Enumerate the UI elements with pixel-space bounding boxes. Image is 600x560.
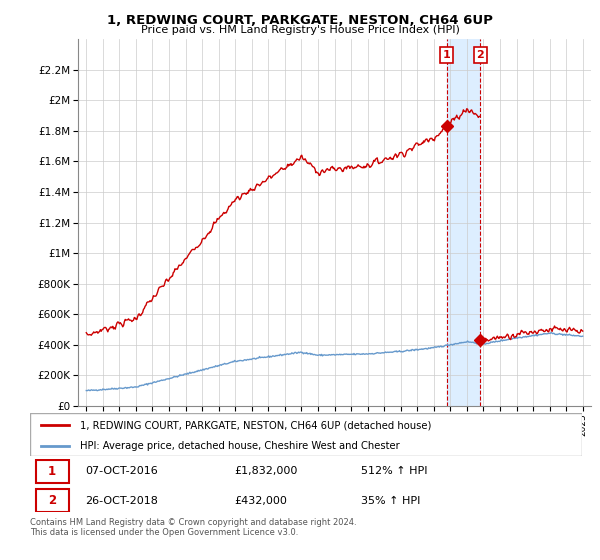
Text: 2: 2 [48, 494, 56, 507]
Text: Price paid vs. HM Land Registry's House Price Index (HPI): Price paid vs. HM Land Registry's House … [140, 25, 460, 35]
Bar [35, 460, 68, 483]
Text: Contains HM Land Registry data © Crown copyright and database right 2024.
This d: Contains HM Land Registry data © Crown c… [30, 518, 356, 538]
Bar [446, 39, 481, 406]
Text: £432,000: £432,000 [234, 496, 287, 506]
Text: 512% ↑ HPI: 512% ↑ HPI [361, 466, 428, 477]
Text: 1, REDWING COURT, PARKGATE, NESTON, CH64 6UP: 1, REDWING COURT, PARKGATE, NESTON, CH64… [107, 14, 493, 27]
Text: 07-OCT-2016: 07-OCT-2016 [85, 466, 158, 477]
Text: 1: 1 [443, 50, 451, 60]
Bar [35, 489, 68, 512]
Text: 35% ↑ HPI: 35% ↑ HPI [361, 496, 421, 506]
Text: HPI: Average price, detached house, Cheshire West and Chester: HPI: Average price, detached house, Ches… [80, 441, 400, 451]
Text: 1: 1 [48, 465, 56, 478]
Text: 1, REDWING COURT, PARKGATE, NESTON, CH64 6UP (detached house): 1, REDWING COURT, PARKGATE, NESTON, CH64… [80, 421, 431, 430]
Text: 2: 2 [476, 50, 484, 60]
Text: 26-OCT-2018: 26-OCT-2018 [85, 496, 158, 506]
Text: £1,832,000: £1,832,000 [234, 466, 298, 477]
